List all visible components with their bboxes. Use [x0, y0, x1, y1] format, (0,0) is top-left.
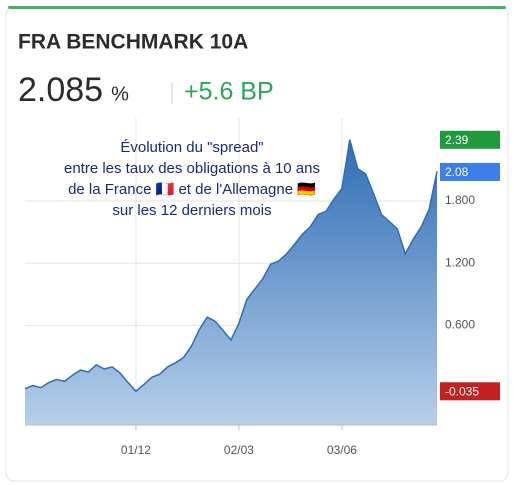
marker-badge — [440, 162, 500, 181]
y-tick-label: 1.200 — [445, 255, 475, 269]
marker-badge — [440, 130, 500, 149]
annotation: Évolution du "spread" — [120, 139, 263, 156]
unit: % — [111, 83, 129, 105]
annotation: sur les 12 derniers mois — [112, 202, 271, 219]
annotation: entre les taux des obligations à 10 ans — [64, 160, 320, 177]
y-tick-label: 1.800 — [445, 193, 475, 207]
area — [25, 139, 437, 426]
x-tick-label: 02/03 — [224, 443, 254, 457]
annotation: de la France 🇫🇷 et de l'Allemagne 🇩🇪 — [68, 181, 316, 198]
x-tick-label: 01/12 — [121, 443, 151, 457]
marker-label: 2.39 — [445, 133, 469, 147]
marker-badge — [440, 382, 500, 401]
y-tick-label: 0.600 — [445, 318, 475, 332]
marker-label: -0.035 — [445, 384, 479, 398]
change: +5.6 BP — [184, 78, 274, 106]
price: 2.085 — [18, 71, 103, 109]
marker-label: 2.08 — [445, 165, 469, 179]
top-bar — [8, 6, 506, 9]
title: FRA BENCHMARK 10A — [18, 31, 248, 54]
line — [24, 139, 438, 393]
x-tick-label: 03/06 — [327, 443, 357, 457]
